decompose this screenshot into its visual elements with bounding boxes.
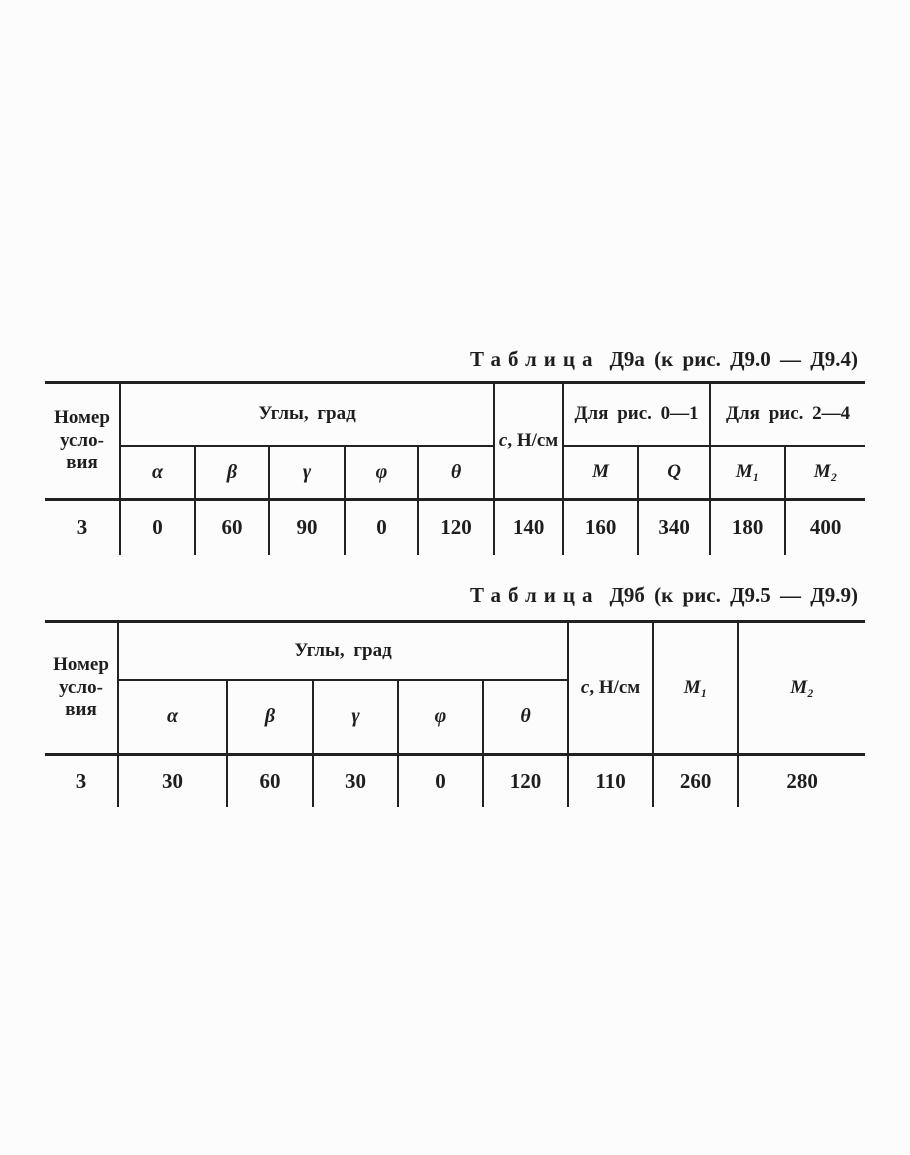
table-a-cell-phi: 0 bbox=[344, 498, 418, 555]
table-b-m1-header: M₁ bbox=[652, 620, 739, 755]
table-a-cell-condition-number: 3 bbox=[45, 498, 120, 555]
condition-label-line: Номер bbox=[54, 406, 110, 428]
table-a-m-header: M bbox=[562, 445, 639, 500]
table-b-header-row-1: Номер усло- вия Углы, град c, Н/см M₁ M₂ bbox=[45, 620, 866, 755]
table-a-title-word: Таблица bbox=[470, 347, 600, 371]
table-b-header-row-2: α β γ φ θ bbox=[45, 679, 865, 755]
table-b-condition-number-header: Номер усло- вия bbox=[45, 620, 118, 755]
table-a-q-header: Q bbox=[637, 445, 711, 500]
table-b-cell-stiffness: 110 bbox=[567, 753, 654, 807]
c-unit: , Н/см bbox=[507, 430, 559, 451]
table-a-angle-header-phi: φ bbox=[344, 445, 418, 500]
table-a-cell-m2: 400 bbox=[784, 498, 866, 555]
table-a-angle-header-alpha: α bbox=[119, 445, 195, 500]
table-a-data-row: 3 0 60 90 0 120 140 160 340 180 400 bbox=[45, 498, 866, 555]
table-b-cell-beta: 60 bbox=[226, 753, 313, 807]
condition-label-line: вия bbox=[66, 452, 98, 474]
condition-label-line: усло- bbox=[60, 429, 104, 451]
table-b-title-word: Таблица bbox=[470, 583, 600, 607]
c-symbol: c bbox=[498, 430, 508, 451]
c-unit: , Н/см bbox=[589, 677, 641, 698]
table-b-cell-m2: 280 bbox=[737, 753, 866, 807]
table-b-title-ref: Д9б (к рис. Д9.5 — Д9.9) bbox=[609, 583, 858, 607]
table-b-angle-header-theta: θ bbox=[481, 679, 569, 755]
table-a-angles-group-header: Углы, град bbox=[118, 381, 495, 447]
table-a-angle-header-beta: β bbox=[194, 445, 269, 500]
table-b-angle-header-beta: β bbox=[226, 679, 313, 755]
condition-label-line: вия bbox=[65, 699, 97, 721]
table-a-cell-m1: 180 bbox=[709, 498, 786, 555]
table-a-title-ref: Д9а (к рис. Д9.0 — Д9.4) bbox=[609, 347, 858, 371]
table-b-angle-header-gamma: γ bbox=[312, 679, 398, 755]
table-a-cell-beta: 60 bbox=[194, 498, 269, 555]
table-b-cell-phi: 0 bbox=[397, 753, 483, 807]
table-b-cell-gamma: 30 bbox=[312, 753, 398, 807]
table-a-header-row-1: Номер усло- вия Углы, град c, Н/см Для р… bbox=[45, 381, 866, 500]
table-b-cell-theta: 120 bbox=[481, 753, 569, 807]
table-a-m1-header: M₁ bbox=[709, 445, 786, 500]
table-a-cell-q: 340 bbox=[637, 498, 711, 555]
table-b-cell-m1: 260 bbox=[652, 753, 739, 807]
table-a-cell-stiffness: 140 bbox=[493, 498, 564, 555]
table-a-header-row-2: α β γ φ θ M Q M₁ M₂ bbox=[45, 445, 866, 500]
table-b-angle-header-alpha: α bbox=[117, 679, 227, 755]
table-a-m2-header: M₂ bbox=[784, 445, 866, 500]
condition-label-line: Номер bbox=[53, 653, 109, 675]
table-b-cell-condition-number: 3 bbox=[45, 753, 118, 807]
table-a-cell-theta: 120 bbox=[416, 498, 495, 555]
table-b-stiffness-header: c, Н/см bbox=[567, 620, 654, 755]
table-b-data-row: 3 30 60 30 0 120 110 260 280 bbox=[45, 753, 866, 807]
table-a-angle-header-gamma: γ bbox=[268, 445, 345, 500]
table-a-fig01-group-header: Для рис. 0—1 bbox=[562, 381, 711, 447]
table-d9b: Номер усло- вия Углы, град c, Н/см M₁ M₂… bbox=[45, 620, 866, 807]
c-symbol: c bbox=[580, 677, 590, 698]
table-a-cell-alpha: 0 bbox=[119, 498, 195, 555]
table-b-angle-header-phi: φ bbox=[397, 679, 483, 755]
table-a-cell-m: 160 bbox=[562, 498, 639, 555]
condition-label-line: усло- bbox=[59, 676, 103, 698]
table-b-angles-group-header: Углы, град bbox=[116, 620, 569, 681]
table-a-cell-gamma: 90 bbox=[268, 498, 345, 555]
table-b-title: Таблица Д9б (к рис. Д9.5 — Д9.9) bbox=[45, 583, 858, 608]
table-a-angle-header-theta: θ bbox=[416, 445, 495, 500]
table-a-condition-number-header: Номер усло- вия bbox=[45, 381, 120, 500]
table-a-fig24-group-header: Для рис. 2—4 bbox=[709, 381, 866, 447]
table-b-m2-header: M₂ bbox=[737, 620, 866, 755]
table-d9a: Номер усло- вия Углы, град c, Н/см Для р… bbox=[45, 381, 866, 555]
table-a-title: Таблица Д9а (к рис. Д9.0 — Д9.4) bbox=[45, 347, 858, 372]
table-a-stiffness-header: c, Н/см bbox=[493, 381, 564, 500]
table-b-cell-alpha: 30 bbox=[117, 753, 227, 807]
